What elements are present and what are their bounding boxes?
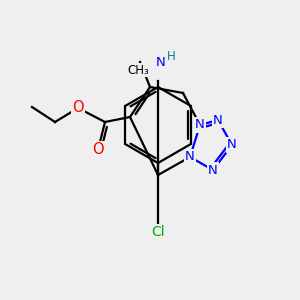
Text: O: O [72,100,84,116]
Text: H: H [167,50,176,64]
Text: N: N [156,56,166,70]
Text: CH₃: CH₃ [127,64,149,76]
Text: N: N [208,164,218,176]
Text: Cl: Cl [151,225,165,239]
Text: N: N [227,139,237,152]
Text: N: N [195,118,205,131]
Text: N: N [185,151,195,164]
Text: O: O [92,142,104,158]
Text: N: N [213,113,223,127]
